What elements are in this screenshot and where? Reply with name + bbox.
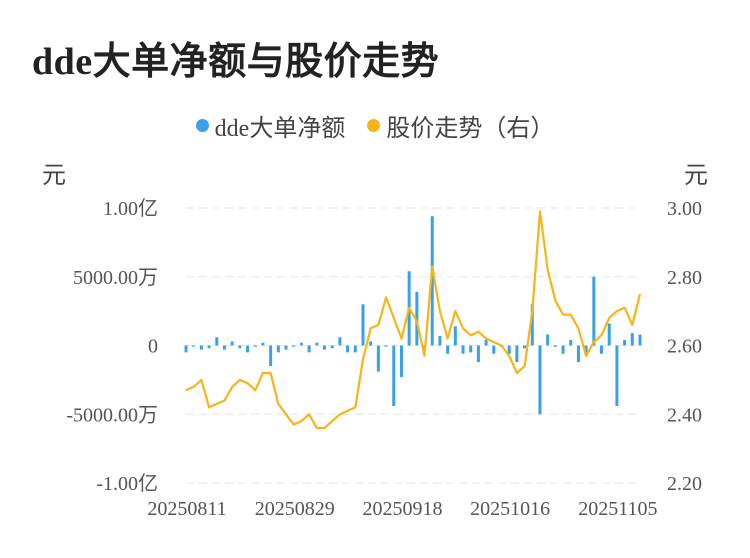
bar[interactable] [392,345,396,407]
bar[interactable] [600,345,604,354]
x-tick-label: 20251016 [470,498,550,520]
bar[interactable] [261,342,265,346]
bar[interactable] [430,216,434,346]
bar[interactable] [553,345,557,347]
legend-item-bar[interactable]: dde大单净额 [195,108,346,143]
bar[interactable] [615,345,619,407]
bar[interactable] [184,345,188,353]
left-tick-label: 1.00亿 [103,197,158,220]
bar[interactable] [538,345,542,415]
bar[interactable] [353,345,357,353]
bar[interactable] [284,345,288,350]
bar[interactable] [523,345,527,349]
bar[interactable] [192,345,196,347]
bar[interactable] [269,345,273,367]
left-tick-label: 0 [148,336,158,358]
bar[interactable] [446,345,450,354]
left-tick-label: -1.00亿 [96,472,158,495]
bar[interactable] [469,345,473,353]
legend-line-swatch [367,119,381,132]
right-axis-unit: 元 [684,163,708,189]
bar[interactable] [576,345,580,363]
legend: dde大单净额 股价走势（右） [0,108,750,143]
x-tick-label: 20251105 [578,498,657,520]
bar[interactable] [461,345,465,354]
bar[interactable] [484,340,488,346]
bar[interactable] [592,276,596,346]
bar[interactable] [361,304,365,346]
axis-labels: 1.00亿 5000.00万 0 -5000.00万 -1.00亿 3.00 2.80 2.6… [66,197,702,520]
bar[interactable] [323,345,327,350]
left-tick-label: 5000.00万 [73,267,158,289]
chart-title: dde大单净额与股价走势 [32,41,440,83]
left-tick-label: -5000.00万 [66,404,158,426]
legend-bar-swatch [195,119,209,132]
bar[interactable] [207,345,211,349]
bar[interactable] [415,291,419,346]
bar[interactable] [399,345,403,378]
price-line[interactable] [185,210,642,430]
right-tick-label: 2.20 [667,473,702,495]
right-tick-label: 3.00 [667,198,702,220]
bar[interactable] [222,345,226,350]
x-tick-label: 20250811 [147,498,226,520]
bar[interactable] [584,345,588,356]
bar[interactable] [507,345,511,354]
bar[interactable] [638,334,642,346]
bar[interactable] [630,333,634,346]
bar-series [184,216,642,415]
bar[interactable] [515,345,519,363]
bar[interactable] [453,326,457,346]
bar[interactable] [330,345,334,349]
bar[interactable] [561,345,565,354]
bar[interactable] [546,334,550,346]
right-tick-label: 2.40 [667,404,702,426]
bar[interactable] [607,323,611,346]
bar[interactable] [492,345,496,354]
bar[interactable] [476,345,480,363]
bar[interactable] [369,341,373,346]
bar[interactable] [569,340,573,346]
bar[interactable] [199,345,203,350]
line-series [185,210,642,430]
bar[interactable] [276,345,280,353]
bar[interactable] [238,345,242,349]
bar[interactable] [307,345,311,353]
bar[interactable] [376,345,380,372]
legend-item-line[interactable]: 股价走势（右） [367,108,554,143]
legend-bar-label: dde大单净额 [214,116,346,142]
left-axis-unit: 元 [42,163,66,189]
bar[interactable] [530,304,534,346]
bar[interactable] [315,342,319,346]
bar[interactable] [253,345,257,347]
bar[interactable] [215,337,219,346]
bar[interactable] [346,345,350,353]
bar[interactable] [230,341,234,346]
bar[interactable] [292,345,296,347]
bar[interactable] [246,345,250,353]
right-tick-label: 2.80 [667,267,702,289]
bar[interactable] [623,340,627,346]
bar[interactable] [384,345,388,347]
right-tick-label: 2.60 [667,336,702,358]
x-tick-label: 20250829 [255,498,335,520]
x-tick-label: 20250918 [362,498,442,520]
legend-line-label: 股价走势（右） [386,116,555,142]
bar[interactable] [299,342,303,346]
bar[interactable] [338,337,342,346]
bar[interactable] [438,335,442,346]
